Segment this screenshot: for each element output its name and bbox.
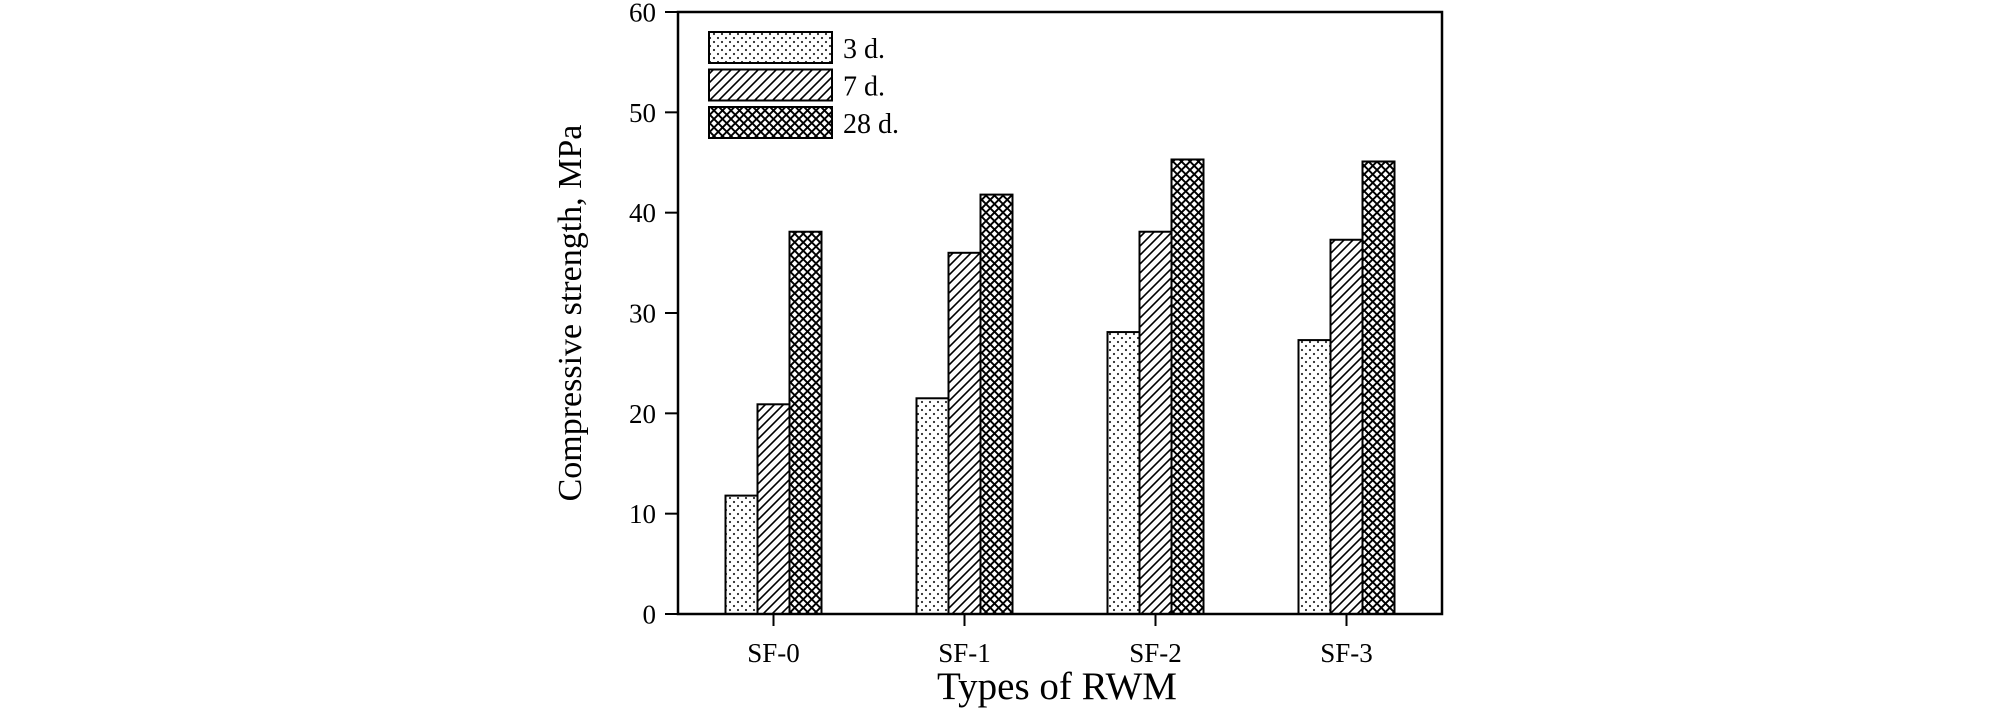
x-category-label-SF-3: SF-3 bbox=[1320, 638, 1373, 668]
bar-SF-1-7d bbox=[947, 251, 982, 616]
y-tick-label-40: 40 bbox=[629, 198, 656, 228]
x-category-label-SF-2: SF-2 bbox=[1129, 638, 1182, 668]
bar-SF-1-28d bbox=[979, 193, 1014, 616]
plot-frame bbox=[676, 10, 1444, 616]
x-axis-title: Types of RWM bbox=[937, 665, 1177, 708]
legend-label-28d: 28 d. bbox=[843, 109, 899, 140]
y-tick-label-30: 30 bbox=[629, 298, 656, 328]
x-category-label-SF-0: SF-0 bbox=[747, 638, 800, 668]
bar-SF-3-3d bbox=[1297, 339, 1332, 615]
bar-SF-0-3d bbox=[724, 494, 759, 615]
bar-SF-2-28d bbox=[1170, 158, 1205, 616]
bar-SF-3-28d bbox=[1361, 160, 1396, 615]
y-tick-label-0: 0 bbox=[643, 599, 657, 629]
bar-SF-1-3d bbox=[915, 397, 950, 615]
x-category-label-SF-1: SF-1 bbox=[938, 638, 991, 668]
y-tick-label-50: 50 bbox=[629, 98, 656, 128]
legend-swatch-3d bbox=[708, 31, 833, 64]
bar-SF-3-7d bbox=[1329, 238, 1364, 616]
y-tick-label-60: 60 bbox=[629, 0, 656, 27]
bar-SF-0-28d bbox=[788, 230, 823, 615]
y-tick-label-10: 10 bbox=[629, 499, 656, 529]
legend-swatch-28d bbox=[708, 106, 833, 139]
bar-SF-2-7d bbox=[1138, 230, 1173, 615]
y-tick-label-20: 20 bbox=[629, 399, 656, 429]
legend-label-3d: 3 d. bbox=[843, 34, 885, 65]
bar-SF-2-3d bbox=[1106, 331, 1141, 615]
bar-SF-0-7d bbox=[756, 403, 791, 616]
y-axis-title: Compressive strength, MPa bbox=[552, 125, 589, 502]
legend-label-7d: 7 d. bbox=[843, 71, 885, 102]
legend-swatch-7d bbox=[708, 68, 833, 102]
